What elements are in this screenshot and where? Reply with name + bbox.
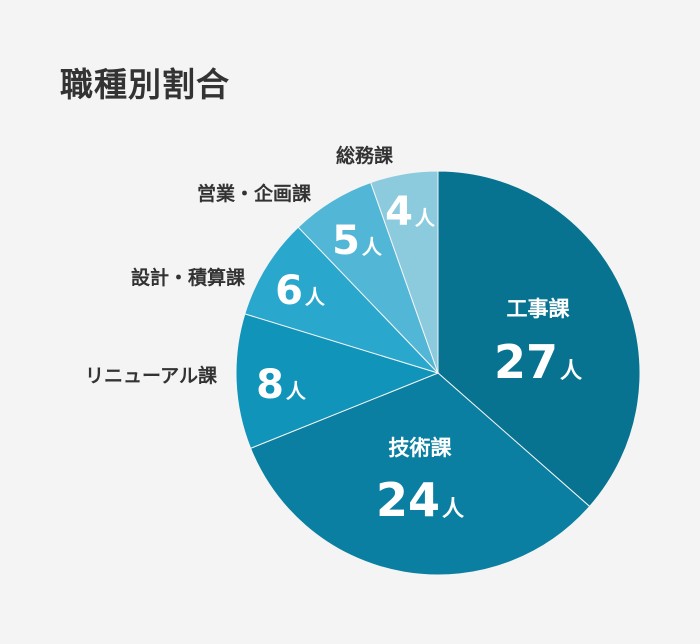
slice-label-4: 設計・積算課 [131, 266, 246, 289]
slice-value-2: 24人 [376, 473, 464, 527]
slice-value-1: 27人 [494, 335, 582, 389]
slice-value-5-unit: 人 [362, 235, 383, 259]
slice-label-6: 総務課 [336, 144, 394, 167]
pie-slices [235, 170, 641, 576]
slice-label-5: 営業・企画課 [197, 182, 312, 205]
slice-label-1: 工事課 [507, 297, 571, 321]
pie-slice-4 [244, 226, 440, 375]
chart-title: 職種別割合 [60, 65, 230, 104]
slice-value-1-number: 27 [494, 335, 558, 389]
pie-slice-3 [235, 313, 440, 449]
slice-value-1-unit: 人 [560, 359, 582, 384]
slice-value-5-number: 5 [332, 218, 360, 264]
slice-value-4-unit: 人 [305, 285, 326, 309]
slice-value-4-number: 6 [275, 268, 303, 314]
slice-label-3: リニューアル課 [85, 364, 218, 387]
pie-slice-2 [249, 372, 591, 576]
slice-label-2: 技術課 [389, 436, 453, 460]
slice-value-3-unit: 人 [286, 379, 307, 403]
slice-value-6-unit: 人 [415, 206, 436, 230]
slice-value-2-number: 24 [376, 473, 440, 527]
slice-value-3-number: 8 [256, 362, 284, 408]
pie-slice-6 [370, 170, 439, 374]
slice-value-2-unit: 人 [442, 497, 464, 522]
pie-slice-1 [437, 170, 641, 508]
slice-value-6-number: 4 [385, 189, 413, 235]
